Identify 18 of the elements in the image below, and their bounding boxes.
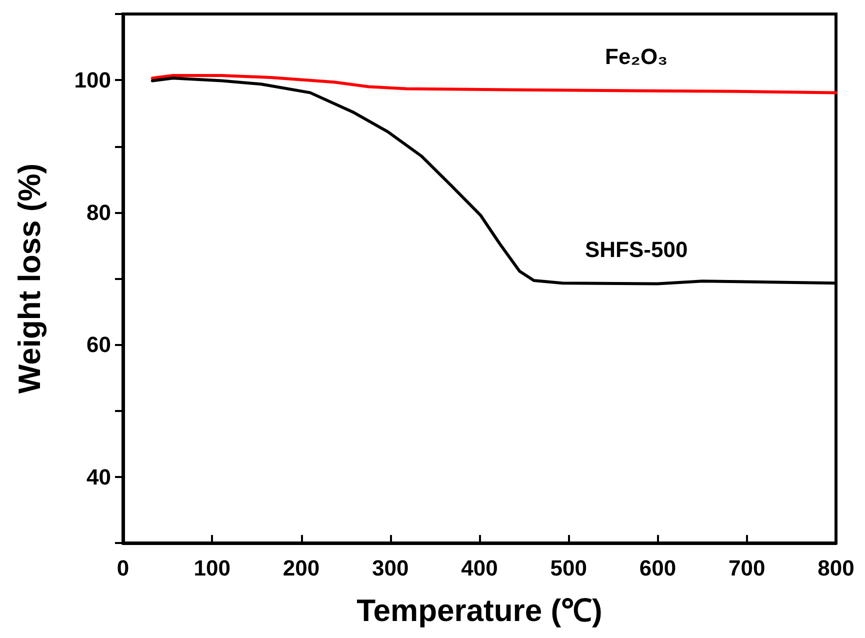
x-axis-title: Temperature (℃) [356,593,602,628]
x-tick-label: 300 [372,556,409,580]
x-tick-label: 400 [461,556,498,580]
line-series [150,74,838,94]
y-tick-label: 40 [86,464,111,490]
x-tick-label: 500 [550,556,587,580]
series-label: Fe₂O₃ [604,44,668,70]
y-tick-label: 100 [74,68,111,93]
y-tick-label: 60 [86,332,111,358]
series-label: SHFS-500 [585,237,688,262]
x-tick-label: 100 [194,556,230,580]
y-tick-label: 80 [86,200,111,225]
x-tick-label: 200 [282,556,320,580]
y-axis-title: Weight loss (%) [12,163,47,394]
x-tick-label: 0 [116,556,130,580]
x-tick-label: 800 [818,556,854,580]
x-tick-label: 600 [639,556,676,580]
x-tick-label: 700 [728,556,766,580]
